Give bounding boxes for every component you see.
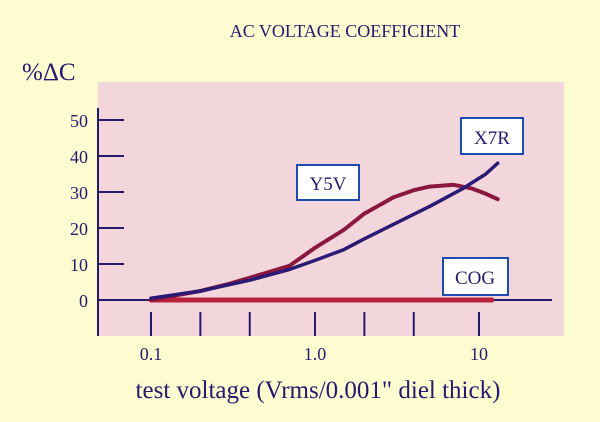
x-tick-label: 10 [470, 344, 488, 364]
series-layer [148, 161, 500, 303]
y-tick-label: 10 [70, 255, 88, 275]
y-tick-label: 40 [70, 147, 88, 167]
y-tick-label: 50 [70, 111, 88, 131]
cog-label-box [442, 257, 509, 296]
x-tick-label: 0.1 [140, 344, 163, 364]
chart-title: AC VOLTAGE COEFFICIENT [230, 21, 461, 41]
y-tick-label: 30 [70, 183, 88, 203]
x7r-label: X7R [474, 128, 510, 149]
series-line-x7r [149, 161, 500, 300]
y-axis-label: %ΔC [22, 59, 76, 86]
y-axis: 0 10 20 30 40 50 [70, 108, 124, 336]
y-tick-label: 20 [70, 219, 88, 239]
cog-label: COG [455, 268, 495, 289]
x7r-label-box [460, 117, 524, 155]
y5v-label: Y5V [310, 174, 347, 195]
x-axis-label: test voltage (Vrms/0.001" diel thick) [136, 377, 501, 404]
x-tick-label: 1.0 [304, 344, 327, 364]
y-tick-label: 0 [79, 291, 88, 311]
y5v-label-box [296, 164, 360, 201]
